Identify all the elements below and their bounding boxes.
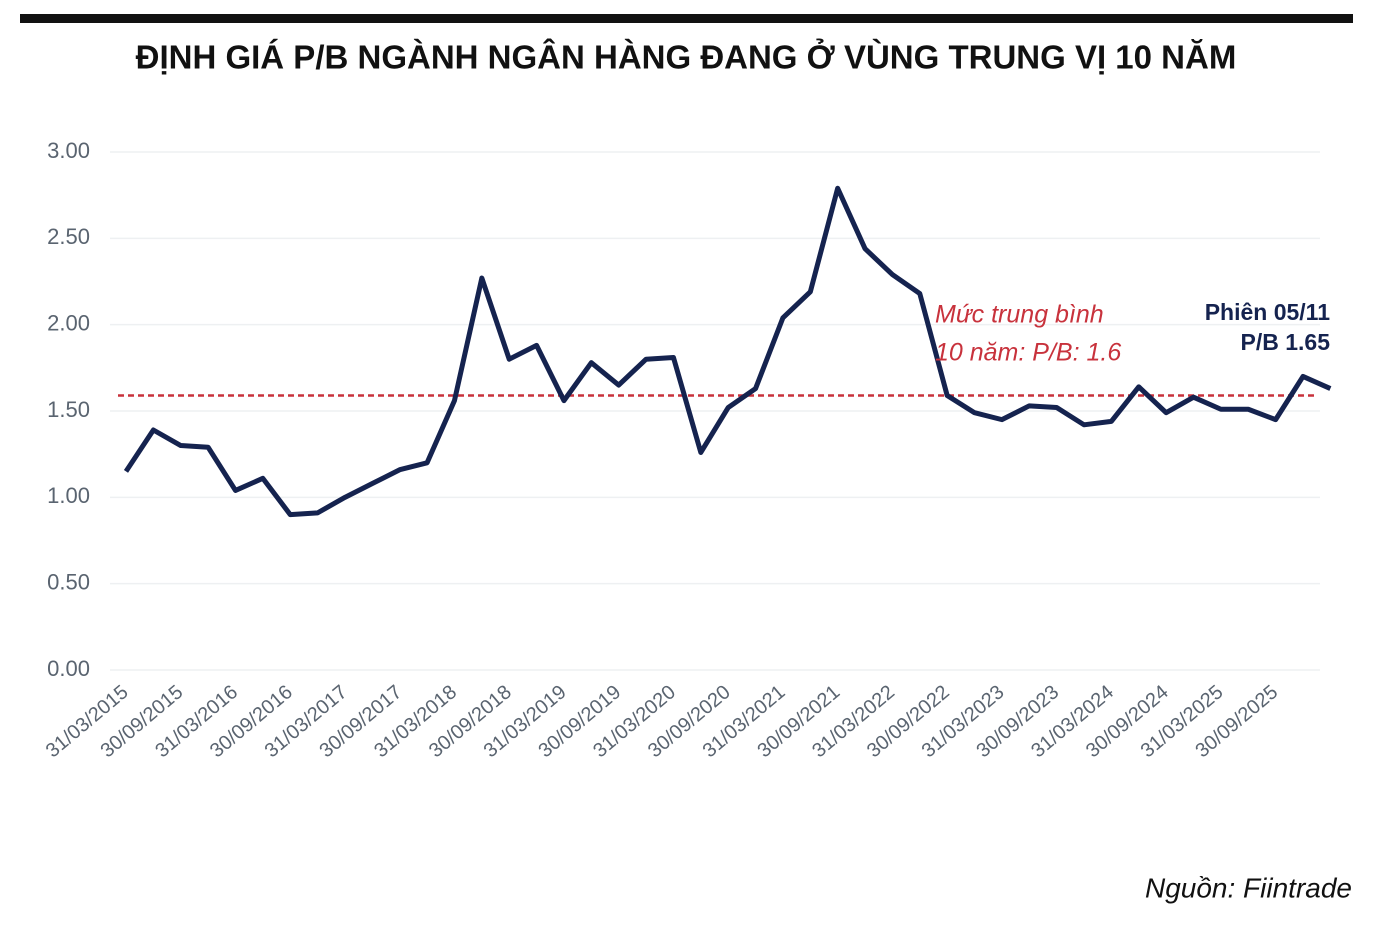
y-tick-label: 2.50 xyxy=(47,224,90,249)
annotation: Phiên 05/11 xyxy=(1205,299,1331,325)
line xyxy=(123,185,1332,518)
source: Nguồn: Fiintrade xyxy=(1145,872,1352,903)
y-tick-label: 0.50 xyxy=(47,569,90,594)
chart-title: ĐỊNH GIÁ P/B NGÀNH NGÂN HÀNG ĐANG Ở VÙNG… xyxy=(136,39,1237,76)
annotation: P/B 1.65 xyxy=(1241,329,1331,355)
annotation: 10 năm: P/B: 1.6 xyxy=(935,339,1121,367)
y-tick-label: 1.00 xyxy=(47,483,90,508)
y-tick-label: 3.00 xyxy=(47,138,90,163)
top-bar xyxy=(20,14,1353,23)
y-tick-label: 1.50 xyxy=(47,397,90,422)
annotation: Mức trung bình xyxy=(935,301,1104,329)
y-tick-label: 2.00 xyxy=(47,310,90,335)
y-tick-label: 0.00 xyxy=(47,656,90,681)
